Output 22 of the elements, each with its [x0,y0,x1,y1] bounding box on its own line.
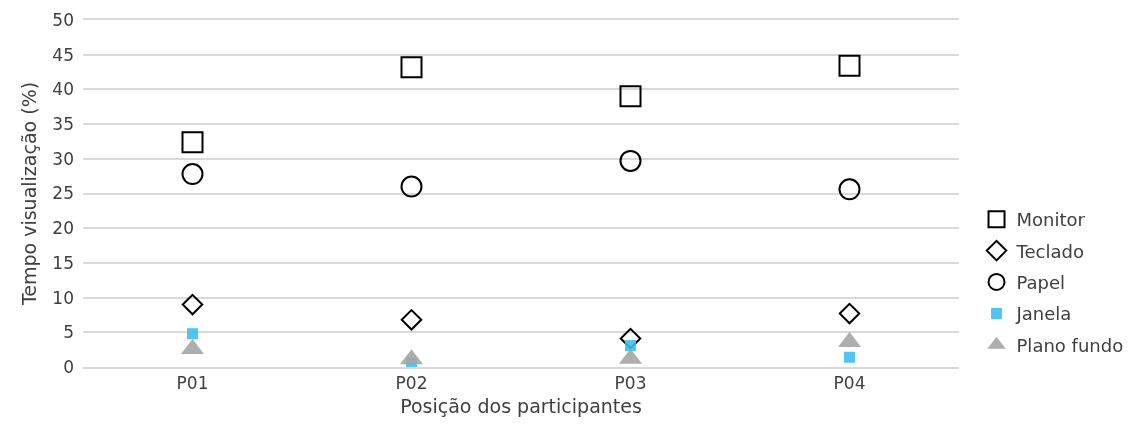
y-tick-label: 15 [52,252,74,273]
y-tick-label: 45 [52,44,74,65]
x-tick-label: P01 [176,373,209,394]
y-tick-label: 10 [52,287,74,308]
y-tick-label: 40 [52,79,74,100]
y-tick-label: 5 [63,322,74,343]
y-tick-label: 20 [52,218,74,239]
y-tick-label: 30 [52,148,74,169]
legend-label: Papel [1016,272,1066,294]
legend-label: Plano fundo [1016,334,1124,356]
x-tick-label: P02 [395,373,428,394]
y-axis-title: Tempo visualização (%) [18,81,41,307]
legend-label: Monitor [1016,209,1086,231]
y-tick-label: 35 [52,114,74,135]
y-tick-label: 25 [52,183,74,204]
x-tick-label: P04 [833,373,866,394]
x-axis-title: Posição dos participantes [400,395,642,418]
y-tick-label: 50 [52,9,74,30]
legend-label: Janela [1015,303,1072,325]
x-tick-label: P03 [614,373,647,394]
y-tick-label: 0 [63,356,74,377]
legend-label: Teclado [1015,240,1084,262]
